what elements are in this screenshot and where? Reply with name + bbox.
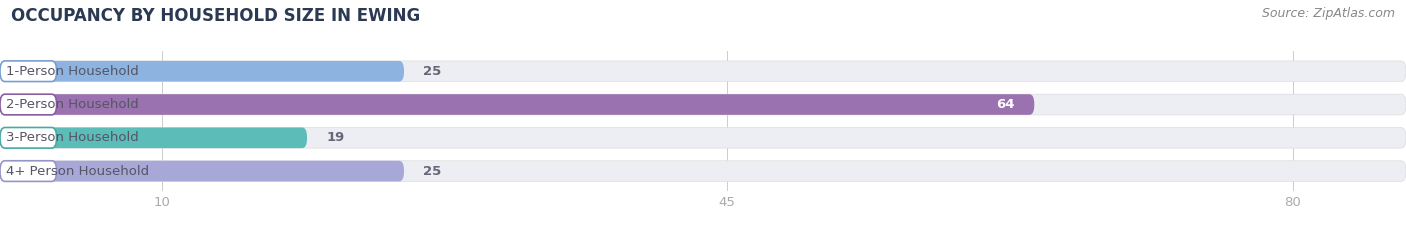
FancyBboxPatch shape [0,161,1406,182]
FancyBboxPatch shape [0,94,56,115]
Text: Source: ZipAtlas.com: Source: ZipAtlas.com [1261,7,1395,20]
Text: 4+ Person Household: 4+ Person Household [7,164,149,178]
FancyBboxPatch shape [0,61,56,82]
Text: OCCUPANCY BY HOUSEHOLD SIZE IN EWING: OCCUPANCY BY HOUSEHOLD SIZE IN EWING [11,7,420,25]
FancyBboxPatch shape [0,61,1406,82]
FancyBboxPatch shape [0,61,404,82]
Text: 64: 64 [997,98,1015,111]
Text: 25: 25 [423,65,441,78]
FancyBboxPatch shape [0,161,56,182]
Text: 2-Person Household: 2-Person Household [7,98,139,111]
Text: 1-Person Household: 1-Person Household [7,65,139,78]
Text: 25: 25 [423,164,441,178]
FancyBboxPatch shape [0,127,56,148]
FancyBboxPatch shape [0,161,404,182]
FancyBboxPatch shape [0,94,1406,115]
Text: 3-Person Household: 3-Person Household [7,131,139,144]
Text: 19: 19 [326,131,344,144]
FancyBboxPatch shape [0,127,1406,148]
FancyBboxPatch shape [0,127,307,148]
FancyBboxPatch shape [0,94,1035,115]
